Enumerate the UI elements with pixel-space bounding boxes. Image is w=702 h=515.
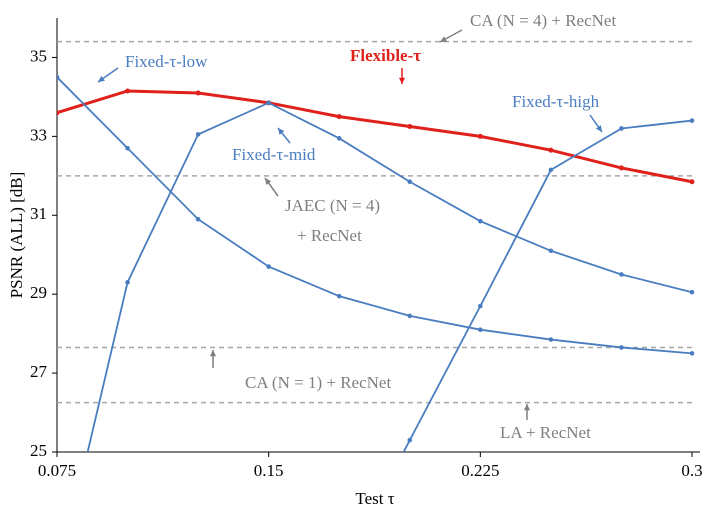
data-point <box>689 289 695 295</box>
data-point <box>689 351 695 356</box>
y-tick-label: 35 <box>30 46 47 65</box>
x-axis-label: Test τ <box>355 489 394 508</box>
y-tick-label: 29 <box>30 283 47 302</box>
arrow-head <box>278 128 285 135</box>
data-point <box>407 437 413 443</box>
series-label: Fixed-τ-mid <box>232 145 316 164</box>
reference-label: CA (N = 4) + RecNet <box>470 11 616 30</box>
data-point <box>407 313 413 319</box>
series-line <box>86 101 693 452</box>
reference-label: LA + RecNet <box>500 423 591 442</box>
x-tick-label: 0.075 <box>38 461 76 480</box>
reference-label: + RecNet <box>297 226 362 245</box>
reference-label: JAEC (N = 4) <box>285 196 380 215</box>
data-point <box>548 167 554 173</box>
series-line <box>57 76 693 355</box>
data-point <box>548 147 554 153</box>
data-point <box>336 136 342 141</box>
data-point <box>478 327 483 332</box>
y-tick-label: 33 <box>30 125 47 144</box>
data-point <box>407 179 413 185</box>
data-point <box>689 179 695 185</box>
y-axis-label: PSNR (ALL) [dB] <box>7 172 26 299</box>
data-point <box>125 88 131 94</box>
x-tick-label: 0.3 <box>681 461 702 480</box>
data-point <box>336 114 342 120</box>
y-tick-label: 27 <box>30 362 48 381</box>
data-point <box>266 100 271 106</box>
series-line <box>57 89 693 184</box>
series-label: Fixed-τ-low <box>125 52 208 71</box>
data-point <box>195 216 201 222</box>
y-tick-label: 31 <box>30 204 47 223</box>
data-point <box>689 118 695 123</box>
x-tick-label: 0.225 <box>461 461 499 480</box>
data-point <box>619 272 624 277</box>
arrow-head <box>209 350 217 357</box>
plot-area <box>57 74 695 452</box>
data-point <box>478 303 483 309</box>
series-line <box>402 119 693 452</box>
data-point <box>478 218 483 224</box>
data-point <box>548 337 554 342</box>
data-point <box>619 126 624 131</box>
data-point <box>407 124 413 129</box>
reference-label: CA (N = 1) + RecNet <box>245 373 391 392</box>
arrow-head <box>523 404 531 411</box>
arrow-head <box>98 75 105 82</box>
series-label: Flexible-τ <box>350 46 421 65</box>
series-label: Fixed-τ-high <box>512 92 600 111</box>
y-tick-label: 25 <box>30 441 47 460</box>
data-point <box>125 145 130 151</box>
data-point <box>57 74 60 80</box>
data-point <box>195 132 201 137</box>
data-point <box>618 165 624 171</box>
arrow-head <box>265 178 272 185</box>
x-tick-label: 0.15 <box>254 461 284 480</box>
data-point <box>619 345 624 350</box>
arrow-head <box>440 36 447 42</box>
data-point <box>477 133 483 139</box>
data-point <box>548 248 554 254</box>
data-point <box>336 293 342 299</box>
arrow-head <box>595 125 602 132</box>
data-point <box>266 264 271 269</box>
data-point <box>57 110 60 116</box>
data-point <box>125 280 130 285</box>
arrow-head <box>398 77 406 84</box>
data-point <box>195 90 201 96</box>
